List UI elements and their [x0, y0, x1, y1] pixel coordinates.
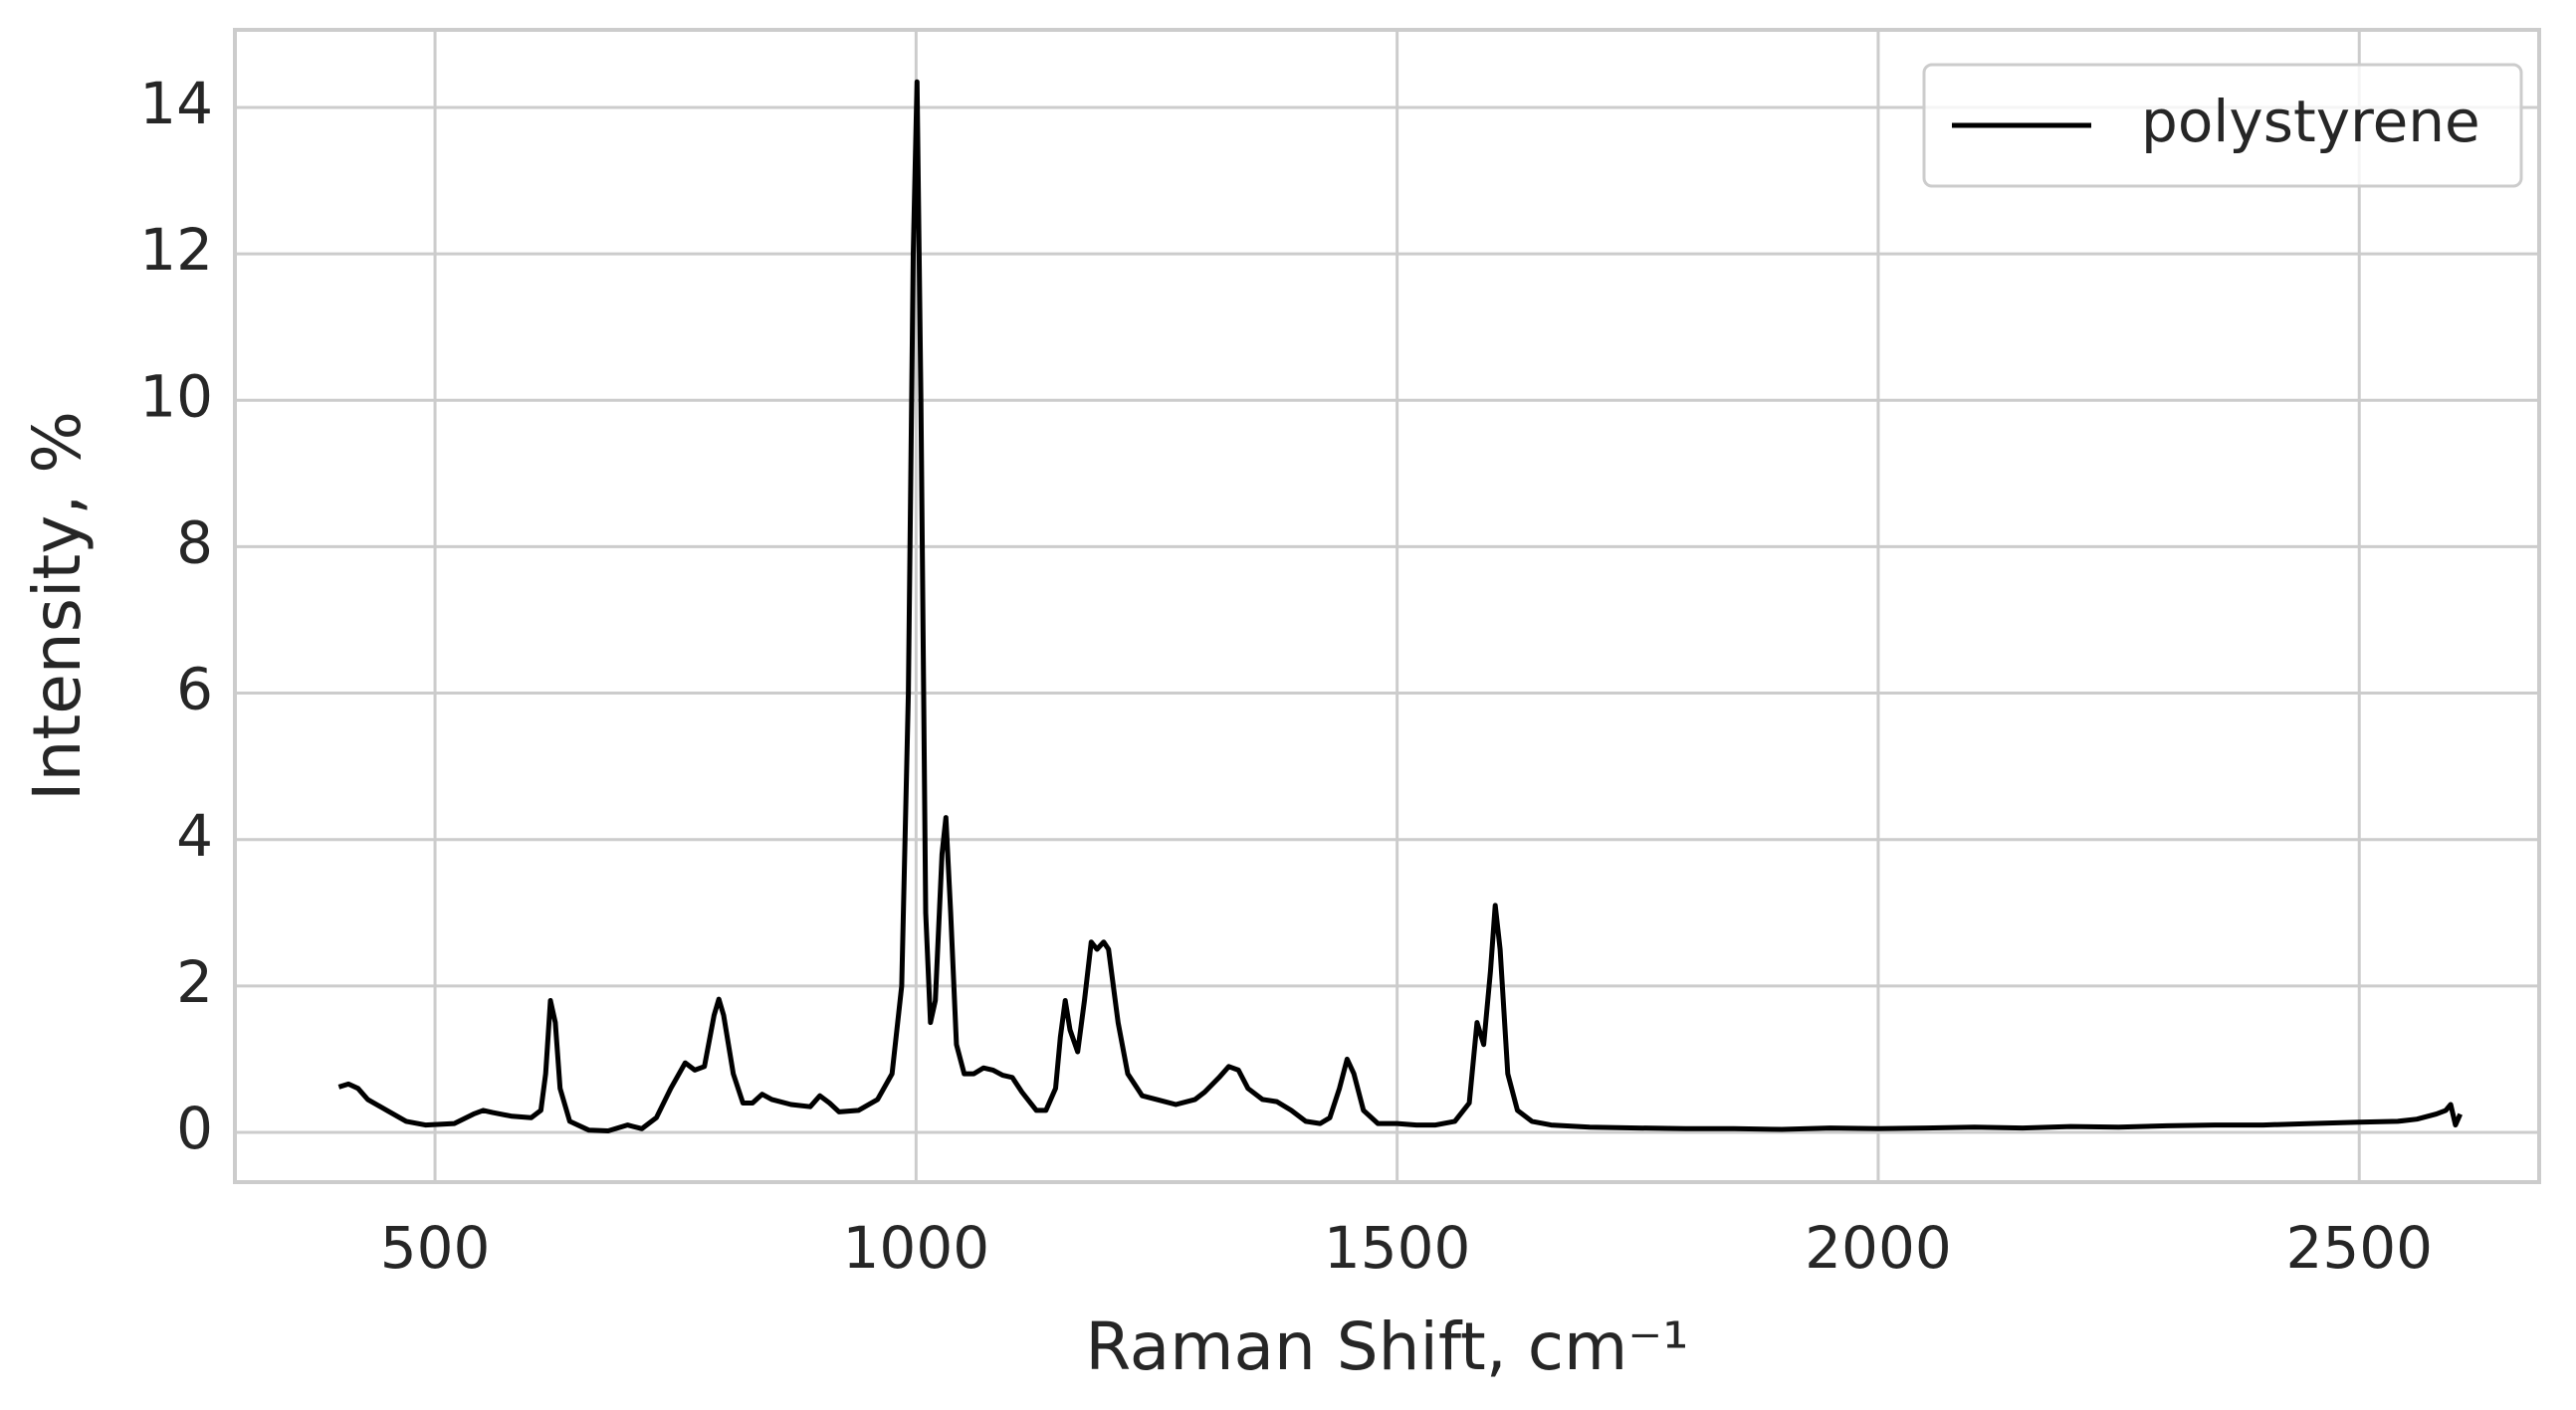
y-tick-label: 0	[176, 1095, 213, 1162]
x-tick-label: 1500	[1324, 1214, 1471, 1282]
y-axis-label: Intensity, %	[19, 411, 96, 801]
x-tick-label: 1000	[843, 1214, 990, 1282]
x-tick-label: 2500	[2285, 1214, 2433, 1282]
y-tick-label: 14	[139, 70, 213, 137]
x-tick-label: 500	[380, 1214, 491, 1282]
x-tick-label: 2000	[1805, 1214, 1952, 1282]
y-tick-label: 8	[176, 509, 213, 577]
legend-label: polystyrene	[2141, 88, 2480, 155]
legend-box	[1922, 63, 2523, 188]
y-tick-label: 6	[176, 656, 213, 723]
y-tick-label: 4	[176, 802, 213, 870]
y-tick-label: 12	[139, 216, 213, 284]
data-line	[337, 79, 2463, 1133]
plot-frame	[233, 28, 2541, 1184]
y-tick-label: 2	[176, 948, 213, 1016]
x-axis-label: Raman Shift, cm⁻¹	[1085, 1309, 1688, 1385]
y-tick-label: 10	[139, 362, 213, 430]
